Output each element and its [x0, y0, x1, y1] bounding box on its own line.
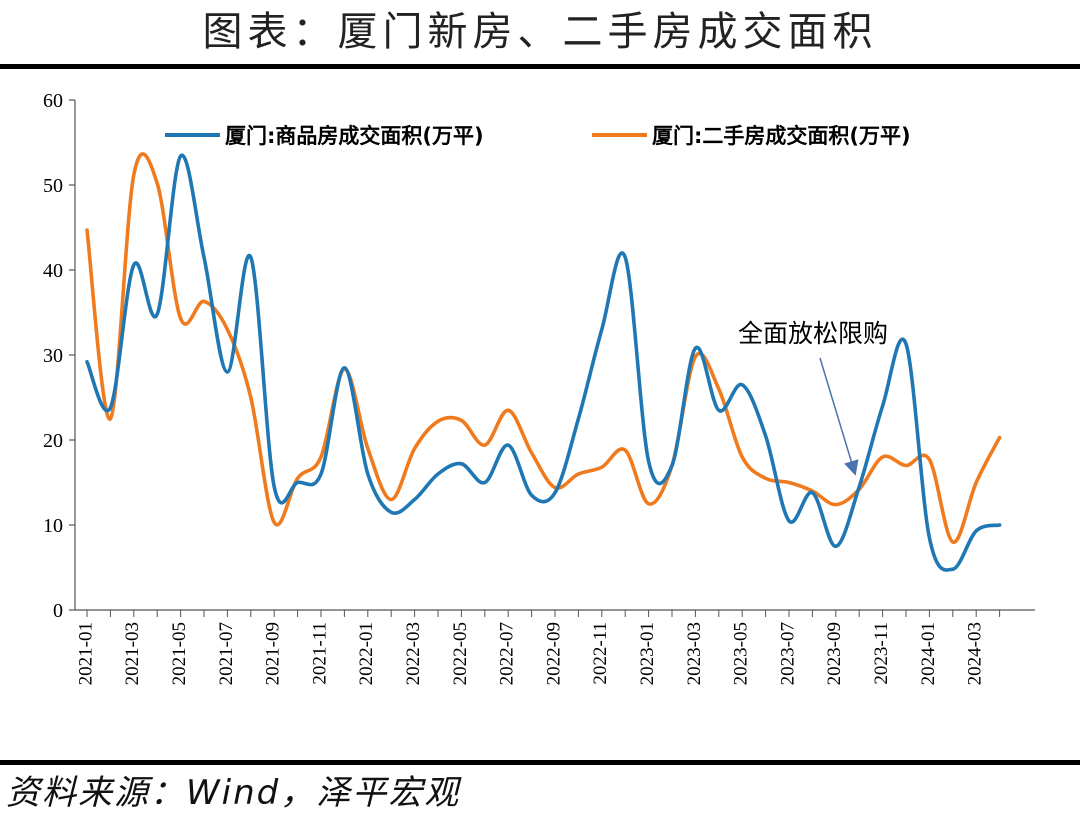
y-axis: 0 10 20 30 40 50 60	[43, 90, 76, 622]
y-tick-label: 50	[43, 175, 63, 197]
x-tick-label: 2022-07	[497, 622, 518, 685]
x-tick-label: 2022-11	[590, 622, 611, 685]
x-tick-label: 2023-09	[824, 622, 845, 685]
x-tick-label: 2021-07	[216, 622, 237, 685]
x-tick-label: 2024-01	[918, 622, 939, 685]
x-axis: 2021-01 2021-03 2021-05 2021-07 2021-09 2021-…	[75, 609, 1035, 685]
x-tick-label: 2022-01	[356, 622, 377, 685]
x-tick-label: 2022-03	[403, 622, 424, 685]
x-tick-label: 2023-01	[637, 622, 658, 685]
series-line-1	[85, 153, 1002, 572]
x-tick-label: 2023-05	[731, 622, 752, 685]
x-tick-label: 2023-03	[684, 622, 705, 685]
x-tick-label: 2022-05	[450, 622, 471, 685]
source-note: 资料来源：Wind，泽平宏观	[6, 773, 461, 813]
legend: 厦门:商品房成交面积(万平) 厦门:二手房成交面积(万平)	[165, 124, 911, 148]
x-tick-label: 2021-03	[122, 622, 143, 685]
legend-label-series1: 厦门:商品房成交面积(万平)	[225, 124, 484, 148]
series-lines	[85, 152, 1002, 572]
x-tick-label: 2021-05	[169, 622, 190, 685]
bottom-rule	[0, 760, 1080, 765]
y-tick-label: 10	[43, 515, 63, 537]
annotation: 全面放松限购	[738, 319, 888, 476]
y-tick-label: 60	[43, 90, 63, 112]
top-rule	[0, 64, 1080, 69]
series-line-2	[85, 152, 1002, 544]
x-tick-label: 2021-09	[263, 622, 284, 685]
x-tick-label: 2023-07	[777, 622, 798, 685]
annotation-text: 全面放松限购	[738, 319, 888, 348]
annotation-arrow	[819, 357, 859, 476]
y-tick-label: 0	[53, 600, 63, 622]
x-tick-label: 2022-09	[543, 622, 564, 685]
x-tick-label: 2021-11	[309, 622, 330, 685]
chart-title: 图表：厦门新房、二手房成交面积	[202, 9, 878, 55]
x-tick-label: 2023-11	[871, 622, 892, 685]
legend-label-series2: 厦门:二手房成交面积(万平)	[652, 124, 911, 148]
y-tick-label: 40	[43, 260, 63, 282]
y-tick-label: 20	[43, 430, 63, 452]
x-tick-label: 2024-03	[965, 622, 986, 685]
x-tick-label: 2021-01	[75, 622, 96, 685]
y-tick-label: 30	[43, 345, 63, 367]
